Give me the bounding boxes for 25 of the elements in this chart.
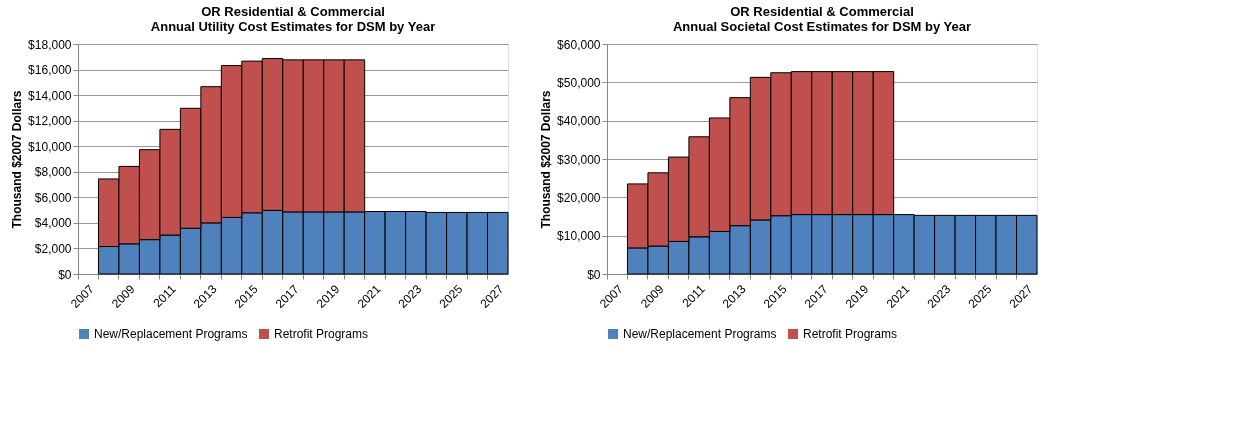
legend-label: Retrofit Programs [803, 327, 898, 341]
y-tick-label: $6,000 [34, 190, 72, 205]
y-tick-label: $4,000 [34, 216, 72, 231]
y-tick-label: $0 [587, 267, 601, 282]
y-axis-title: Thousand $2007 Dollars [539, 90, 554, 229]
y-tick-label: $8,000 [34, 165, 72, 180]
legend-label: New/Replacement Programs [94, 327, 248, 341]
y-tick-label: $12,000 [28, 114, 72, 129]
y-tick-label: $16,000 [28, 63, 72, 78]
y-tick-label: $40,000 [557, 114, 601, 129]
y-axis-title: Thousand $2007 Dollars [10, 90, 25, 229]
y-tick-label: $14,000 [28, 88, 72, 103]
y-tick-label: $10,000 [557, 229, 601, 244]
y-tick-label: $20,000 [557, 190, 601, 205]
y-tick-label: $30,000 [557, 152, 601, 167]
y-tick-label: $0 [58, 267, 72, 282]
chart-title: OR Residential & Commercial Annual Societal Cost Estimates for DSM by Year [672, 4, 972, 34]
y-tick-label: $60,000 [557, 37, 601, 52]
legend-label: New/Replacement Programs [623, 327, 777, 341]
chart-title: OR Residential & Commercial Annual Utility Cost Estimates for DSM by Year [150, 4, 436, 34]
legend-label: Retrofit Programs [274, 327, 369, 341]
y-tick-label: $2,000 [34, 241, 72, 256]
y-tick-label: $50,000 [557, 75, 601, 90]
y-tick-label: $18,000 [28, 37, 72, 52]
y-tick-label: $10,000 [28, 139, 72, 154]
